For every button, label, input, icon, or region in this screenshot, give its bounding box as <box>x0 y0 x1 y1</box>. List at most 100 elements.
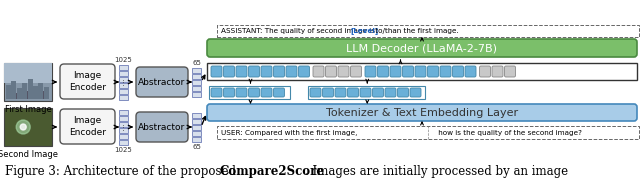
Bar <box>44 87 49 99</box>
Bar <box>192 113 201 118</box>
Bar <box>4 108 52 146</box>
FancyBboxPatch shape <box>504 66 515 77</box>
Bar <box>119 122 128 127</box>
Text: [Level]: [Level] <box>350 27 379 34</box>
Text: how is the quality of the second image?: how is the quality of the second image? <box>436 130 582 136</box>
Bar <box>209 86 290 99</box>
Text: Image
Encoder: Image Encoder <box>69 117 106 137</box>
Bar <box>38 83 43 99</box>
Bar <box>119 140 128 145</box>
Bar <box>119 89 128 94</box>
Bar <box>192 125 201 130</box>
Text: LLM Decoder (LLaMA-2-7B): LLM Decoder (LLaMA-2-7B) <box>346 43 497 53</box>
Text: to/than the first image.: to/than the first image. <box>374 28 460 34</box>
Text: Second Image: Second Image <box>0 150 58 159</box>
Bar <box>27 91 31 99</box>
FancyBboxPatch shape <box>207 39 637 57</box>
FancyBboxPatch shape <box>323 88 333 97</box>
FancyBboxPatch shape <box>397 88 408 97</box>
Bar <box>119 95 128 100</box>
Text: Compare2Score: Compare2Score <box>220 165 324 178</box>
FancyBboxPatch shape <box>248 66 259 77</box>
Bar <box>43 91 47 99</box>
Text: 1025: 1025 <box>115 147 132 153</box>
FancyBboxPatch shape <box>365 66 376 77</box>
FancyBboxPatch shape <box>338 66 349 77</box>
Circle shape <box>16 120 30 134</box>
Bar <box>31 89 35 99</box>
FancyBboxPatch shape <box>390 66 401 77</box>
Bar <box>119 77 128 82</box>
FancyBboxPatch shape <box>403 66 413 77</box>
FancyBboxPatch shape <box>60 64 115 99</box>
FancyBboxPatch shape <box>360 88 371 97</box>
FancyBboxPatch shape <box>223 88 234 97</box>
Text: 1025: 1025 <box>115 57 132 63</box>
FancyBboxPatch shape <box>378 66 388 77</box>
Text: ⋮: ⋮ <box>120 124 127 130</box>
Bar <box>23 85 27 99</box>
FancyBboxPatch shape <box>298 66 310 77</box>
Bar <box>192 74 201 79</box>
Bar <box>192 86 201 91</box>
Bar <box>192 131 201 136</box>
FancyBboxPatch shape <box>351 66 362 77</box>
Bar <box>15 93 19 99</box>
Bar <box>22 83 27 99</box>
FancyBboxPatch shape <box>452 66 463 77</box>
Bar <box>192 137 201 142</box>
Text: 65: 65 <box>192 60 201 66</box>
FancyBboxPatch shape <box>313 66 324 77</box>
Circle shape <box>20 124 26 130</box>
FancyBboxPatch shape <box>223 66 234 77</box>
Bar <box>192 80 201 85</box>
FancyBboxPatch shape <box>261 88 272 97</box>
FancyBboxPatch shape <box>211 66 222 77</box>
FancyBboxPatch shape <box>428 66 438 77</box>
FancyBboxPatch shape <box>136 67 188 97</box>
FancyBboxPatch shape <box>236 66 247 77</box>
FancyBboxPatch shape <box>492 66 503 77</box>
Text: 65: 65 <box>192 144 201 150</box>
FancyBboxPatch shape <box>385 88 396 97</box>
Bar <box>119 83 128 88</box>
Bar <box>6 91 10 99</box>
Text: First Image: First Image <box>4 105 51 114</box>
Bar <box>119 110 128 115</box>
Bar <box>17 88 22 99</box>
FancyBboxPatch shape <box>211 88 222 97</box>
FancyBboxPatch shape <box>273 88 285 97</box>
FancyBboxPatch shape <box>465 66 476 77</box>
Bar <box>217 25 639 37</box>
Text: . Images are initially processed by an image: . Images are initially processed by an i… <box>305 165 568 178</box>
Bar <box>4 63 52 101</box>
Text: Abstractor: Abstractor <box>138 122 186 131</box>
FancyBboxPatch shape <box>273 66 285 77</box>
Text: ASSISTANT: The quality of second image is: ASSISTANT: The quality of second image i… <box>221 28 377 34</box>
FancyBboxPatch shape <box>136 112 188 142</box>
FancyBboxPatch shape <box>310 88 321 97</box>
Text: ⋮: ⋮ <box>120 79 127 85</box>
FancyBboxPatch shape <box>248 88 259 97</box>
FancyBboxPatch shape <box>261 66 272 77</box>
FancyBboxPatch shape <box>60 109 115 144</box>
Bar <box>119 116 128 121</box>
FancyBboxPatch shape <box>440 66 451 77</box>
Bar <box>192 92 201 97</box>
Bar <box>19 89 23 99</box>
Bar <box>11 81 16 99</box>
Bar <box>119 134 128 139</box>
Bar <box>35 92 39 99</box>
Bar <box>6 85 11 99</box>
Text: USER: Compared with the first image,: USER: Compared with the first image, <box>221 130 357 136</box>
Bar <box>192 68 201 73</box>
Text: Abstractor: Abstractor <box>138 77 186 87</box>
Text: Tokenizer & Text Embedding Layer: Tokenizer & Text Embedding Layer <box>326 108 518 117</box>
Bar <box>119 71 128 76</box>
Bar <box>308 86 424 99</box>
FancyBboxPatch shape <box>335 88 346 97</box>
FancyBboxPatch shape <box>410 88 421 97</box>
Bar <box>33 86 38 99</box>
FancyBboxPatch shape <box>415 66 426 77</box>
Bar <box>10 87 14 99</box>
